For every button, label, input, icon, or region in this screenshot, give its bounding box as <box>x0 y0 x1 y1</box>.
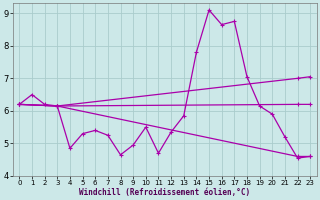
X-axis label: Windchill (Refroidissement éolien,°C): Windchill (Refroidissement éolien,°C) <box>79 188 250 197</box>
